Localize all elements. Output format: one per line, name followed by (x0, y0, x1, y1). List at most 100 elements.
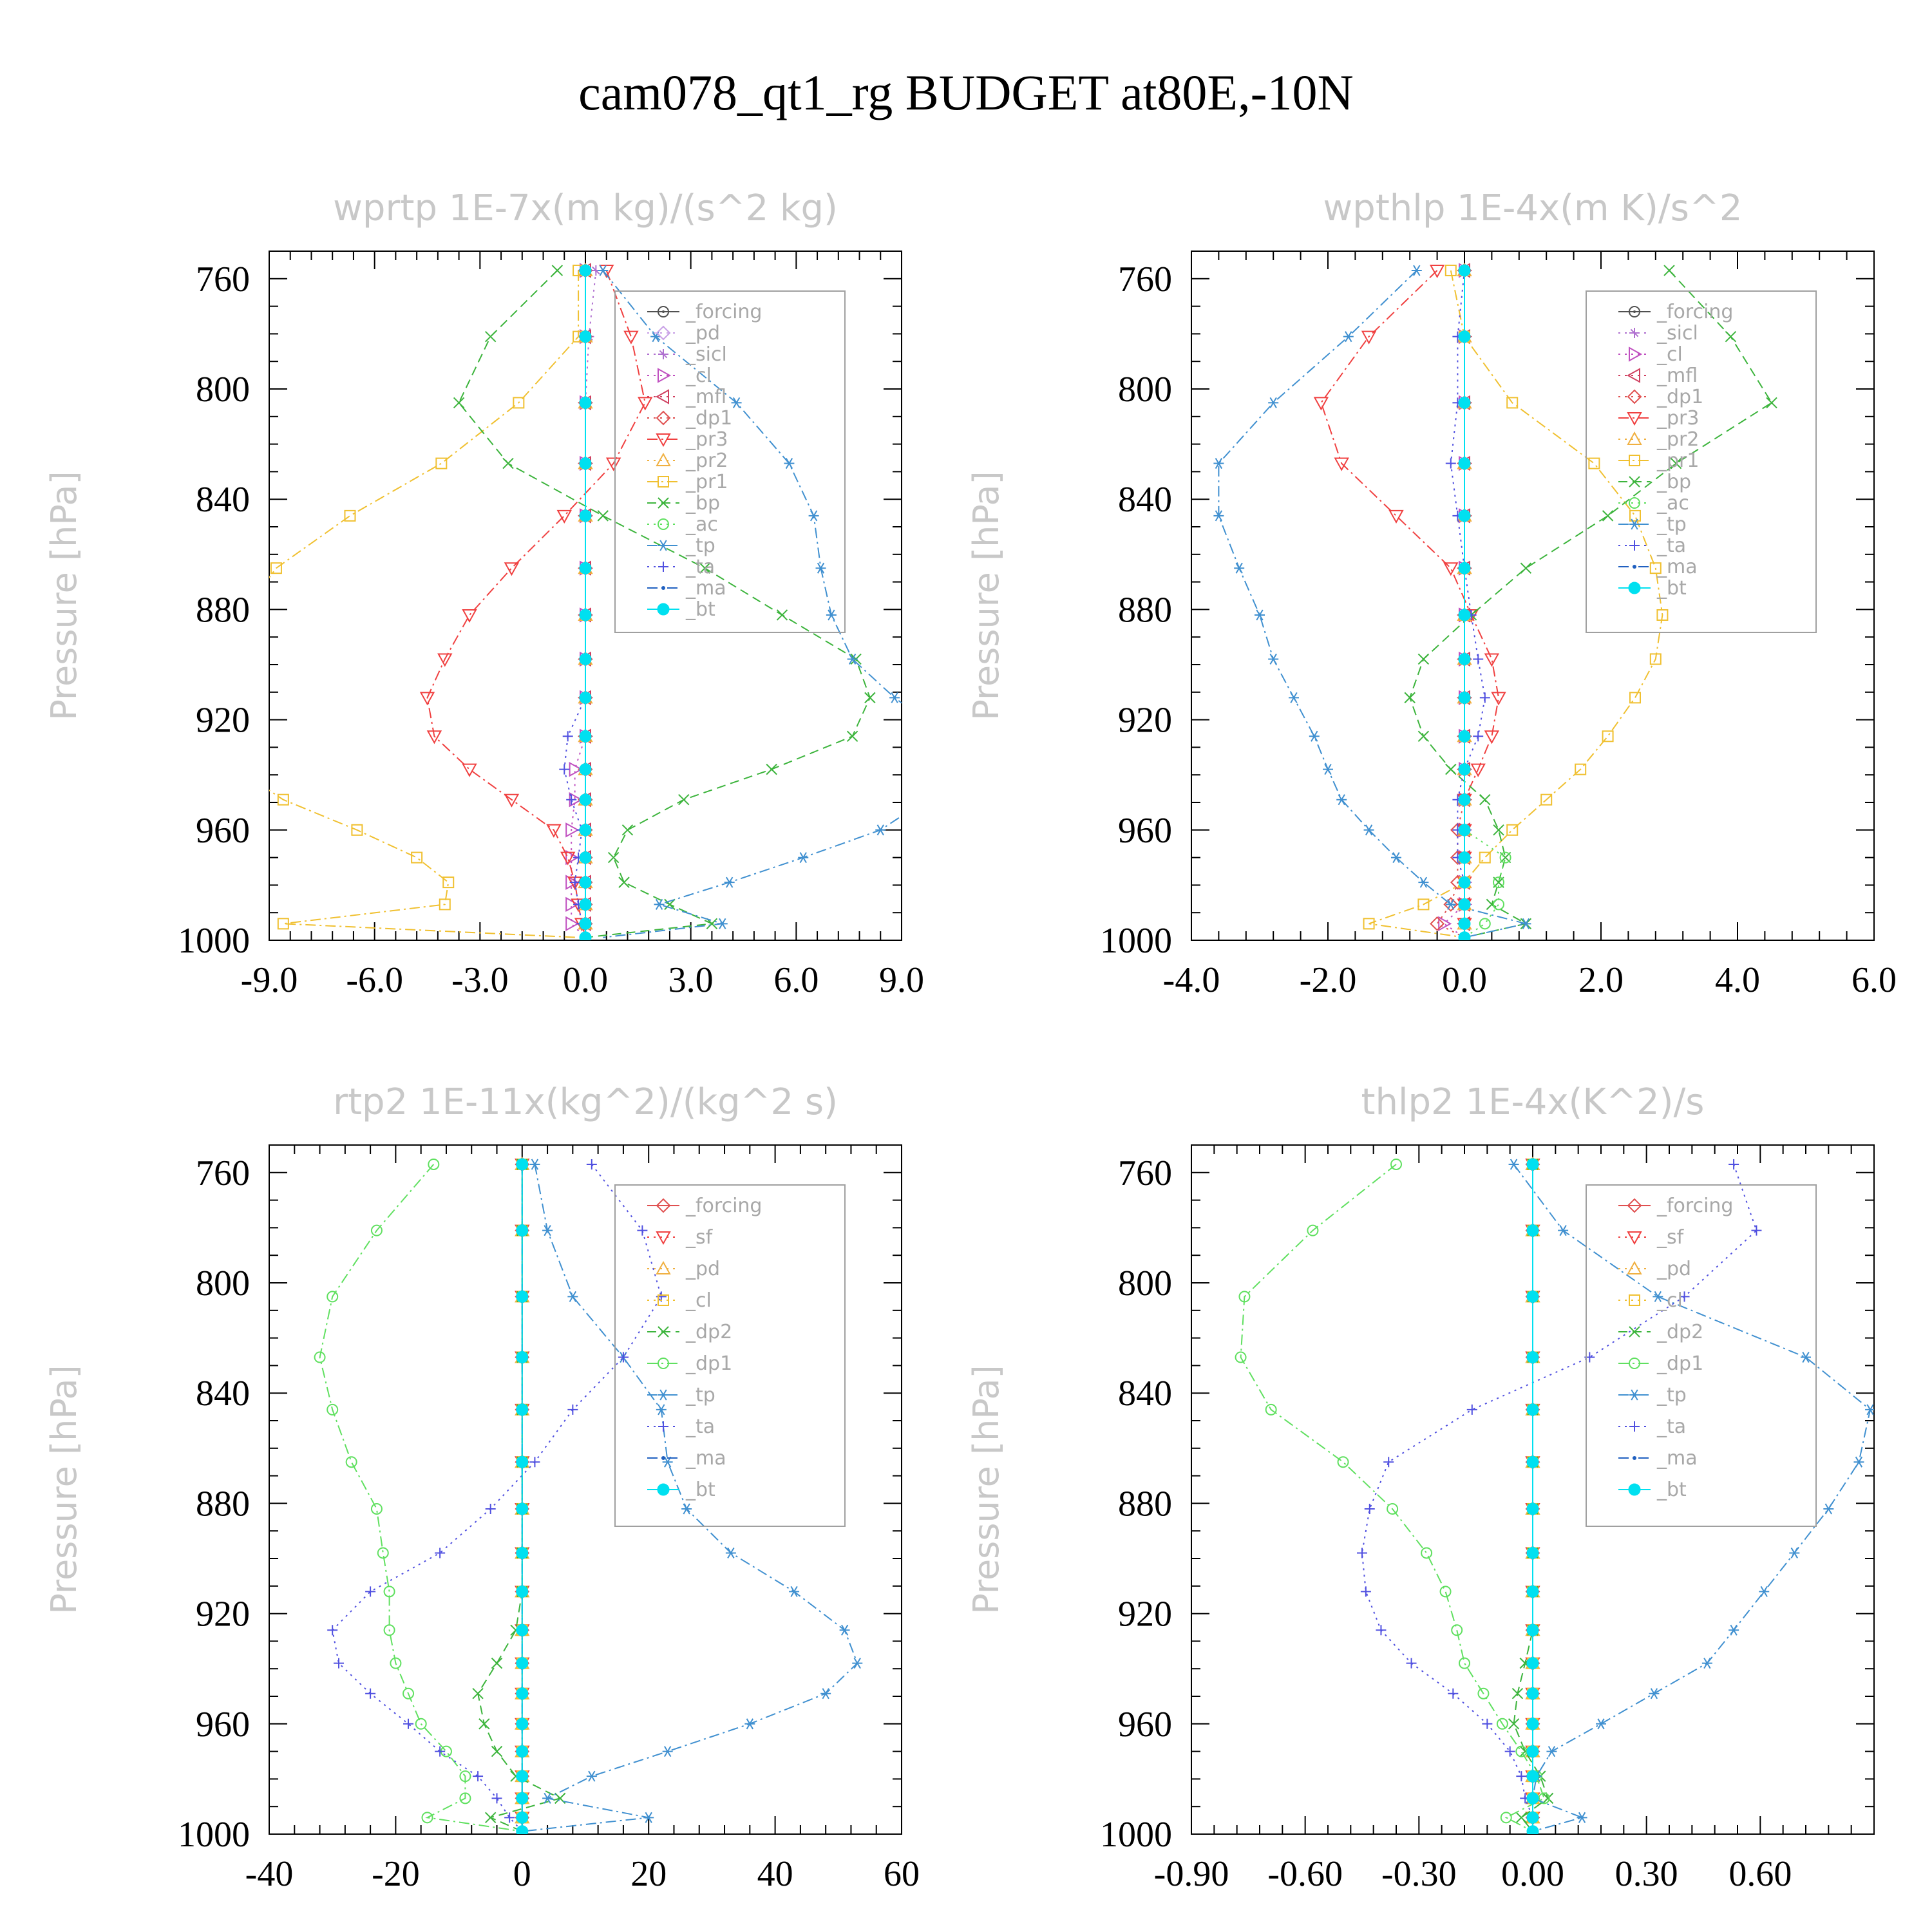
legend: _forcing_pd_sicl_cl_mfl_dp1_pr3_pr2_pr1_… (614, 290, 846, 633)
legend-label: _ta (1656, 1416, 1686, 1438)
y-tick-label: 840 (1118, 480, 1172, 520)
legend-marker (1629, 540, 1640, 551)
data-point (1364, 1503, 1375, 1514)
legend-label: _forcing (1656, 301, 1733, 323)
data-point (270, 562, 282, 574)
data-point (516, 1718, 529, 1730)
series-line (1218, 270, 1526, 938)
legend-item-dp2: _dp2 (1618, 1321, 1703, 1343)
data-point (383, 1624, 395, 1636)
legend-marker-center (1633, 310, 1636, 313)
legend-item-bp: _bp (1618, 471, 1691, 493)
legend-marker (1629, 1389, 1640, 1401)
data-point (1470, 763, 1486, 777)
y-tick-label: 1000 (1100, 921, 1172, 961)
legend-marker (658, 1294, 669, 1306)
legend-item-sf: _sf (647, 1226, 714, 1249)
data-point (551, 265, 564, 276)
legend-label: _pr2 (1656, 428, 1699, 451)
legend-item-pr3: _pr3 (1618, 407, 1699, 430)
legend-label: _pr1 (685, 471, 728, 493)
legend-item-pd: _pd (1618, 1258, 1691, 1280)
data-point (1444, 264, 1457, 276)
x-tick-label: -4.0 (1163, 960, 1220, 1000)
panel-1: wprtp 1E-7x(m kg)/(s^2 kg) Pressure [hPa]… (44, 187, 924, 1000)
data-point (462, 609, 477, 623)
y-axis-label: Pressure [hPa] (44, 471, 84, 720)
y-tick-label: 1000 (178, 921, 250, 961)
data-point (1701, 1658, 1712, 1669)
legend-item-dp1: _dp1 (1618, 1352, 1703, 1375)
x-tick-label: -0.90 (1154, 1854, 1229, 1894)
data-point (442, 876, 455, 889)
data-point (419, 692, 435, 706)
data-point (586, 1159, 597, 1170)
series-bt (1458, 264, 1471, 940)
data-point (1309, 730, 1320, 742)
legend-marker (657, 1483, 670, 1496)
x-tick-label: -0.60 (1267, 1854, 1343, 1894)
data-point (1479, 851, 1491, 864)
legend-marker (1626, 368, 1640, 383)
x-tick-label: 60 (884, 1854, 920, 1894)
legend-marker (1629, 1421, 1640, 1432)
data-point (1542, 1792, 1554, 1804)
legend-label: _ta (685, 1416, 715, 1438)
legend-marker (1629, 518, 1640, 530)
data-point (889, 692, 900, 703)
data-point (566, 794, 577, 805)
series-dp1 (314, 1158, 522, 1832)
legend-marker (1627, 412, 1642, 426)
data-point (1506, 397, 1519, 409)
y-axis-label: Pressure [hPa] (966, 1365, 1007, 1614)
data-point (1445, 458, 1456, 469)
legend-item-ma: _ma (1618, 556, 1698, 578)
data-point (1526, 1158, 1539, 1171)
data-point (428, 1158, 440, 1170)
data-point (1679, 1291, 1690, 1302)
y-tick-label: 920 (1118, 701, 1172, 741)
data-point (1323, 764, 1333, 775)
legend-label: _pr3 (685, 428, 728, 451)
data-point (1307, 1224, 1319, 1236)
data-point (1479, 918, 1491, 930)
legend-label: _ac (685, 513, 718, 536)
data-point (1458, 652, 1471, 665)
data-point (618, 876, 630, 888)
data-point (1484, 653, 1500, 667)
data-point (1361, 330, 1377, 345)
legend: _forcing _sf _pd _cl _dp2 _dp1 _tp _ta _ma _bt (614, 1184, 846, 1527)
data-point (516, 1585, 529, 1598)
y-tick-label: 920 (196, 1595, 250, 1634)
data-point (370, 1224, 383, 1236)
data-point (1458, 931, 1471, 940)
data-point (1500, 1812, 1512, 1824)
data-point (516, 1403, 529, 1416)
data-point (516, 1770, 529, 1783)
legend-item-sicl: _sicl (647, 343, 727, 366)
data-point (459, 1770, 471, 1783)
data-point (1255, 609, 1265, 621)
data-point (1458, 396, 1471, 409)
legend: _forcing_sicl_cl_mfl_dp1_pr3_pr2_pr1_bp_… (1586, 290, 1817, 633)
data-point (529, 1457, 540, 1468)
data-point (656, 1404, 667, 1416)
data-point (1526, 1224, 1539, 1237)
legend-item-sicl: _sicl (1618, 322, 1698, 345)
data-point (579, 876, 592, 889)
data-point (839, 1624, 850, 1636)
panel-title: wpthlp 1E-4x(m K)/s^2 (1323, 187, 1742, 229)
data-point (1558, 1225, 1569, 1236)
data-point (351, 824, 363, 836)
legend-marker (1633, 565, 1636, 569)
panel-3: rtp2 1E-11x(kg^2)/(kg^2 s) Pressure [hPa]… (44, 1081, 920, 1894)
data-point (1493, 876, 1504, 889)
data-point (1823, 1503, 1834, 1515)
data-point (1418, 876, 1429, 888)
data-point (586, 1770, 597, 1782)
y-axis-label: Pressure [hPa] (966, 471, 1007, 720)
data-point (327, 1403, 339, 1416)
legend-item-pr2: _pr2 (647, 450, 728, 472)
data-point (516, 1290, 529, 1303)
data-point (327, 1625, 338, 1636)
